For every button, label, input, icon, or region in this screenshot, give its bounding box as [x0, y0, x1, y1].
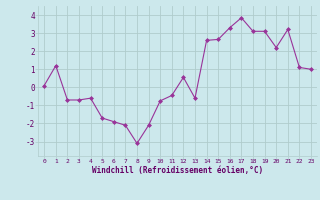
X-axis label: Windchill (Refroidissement éolien,°C): Windchill (Refroidissement éolien,°C)	[92, 166, 263, 175]
